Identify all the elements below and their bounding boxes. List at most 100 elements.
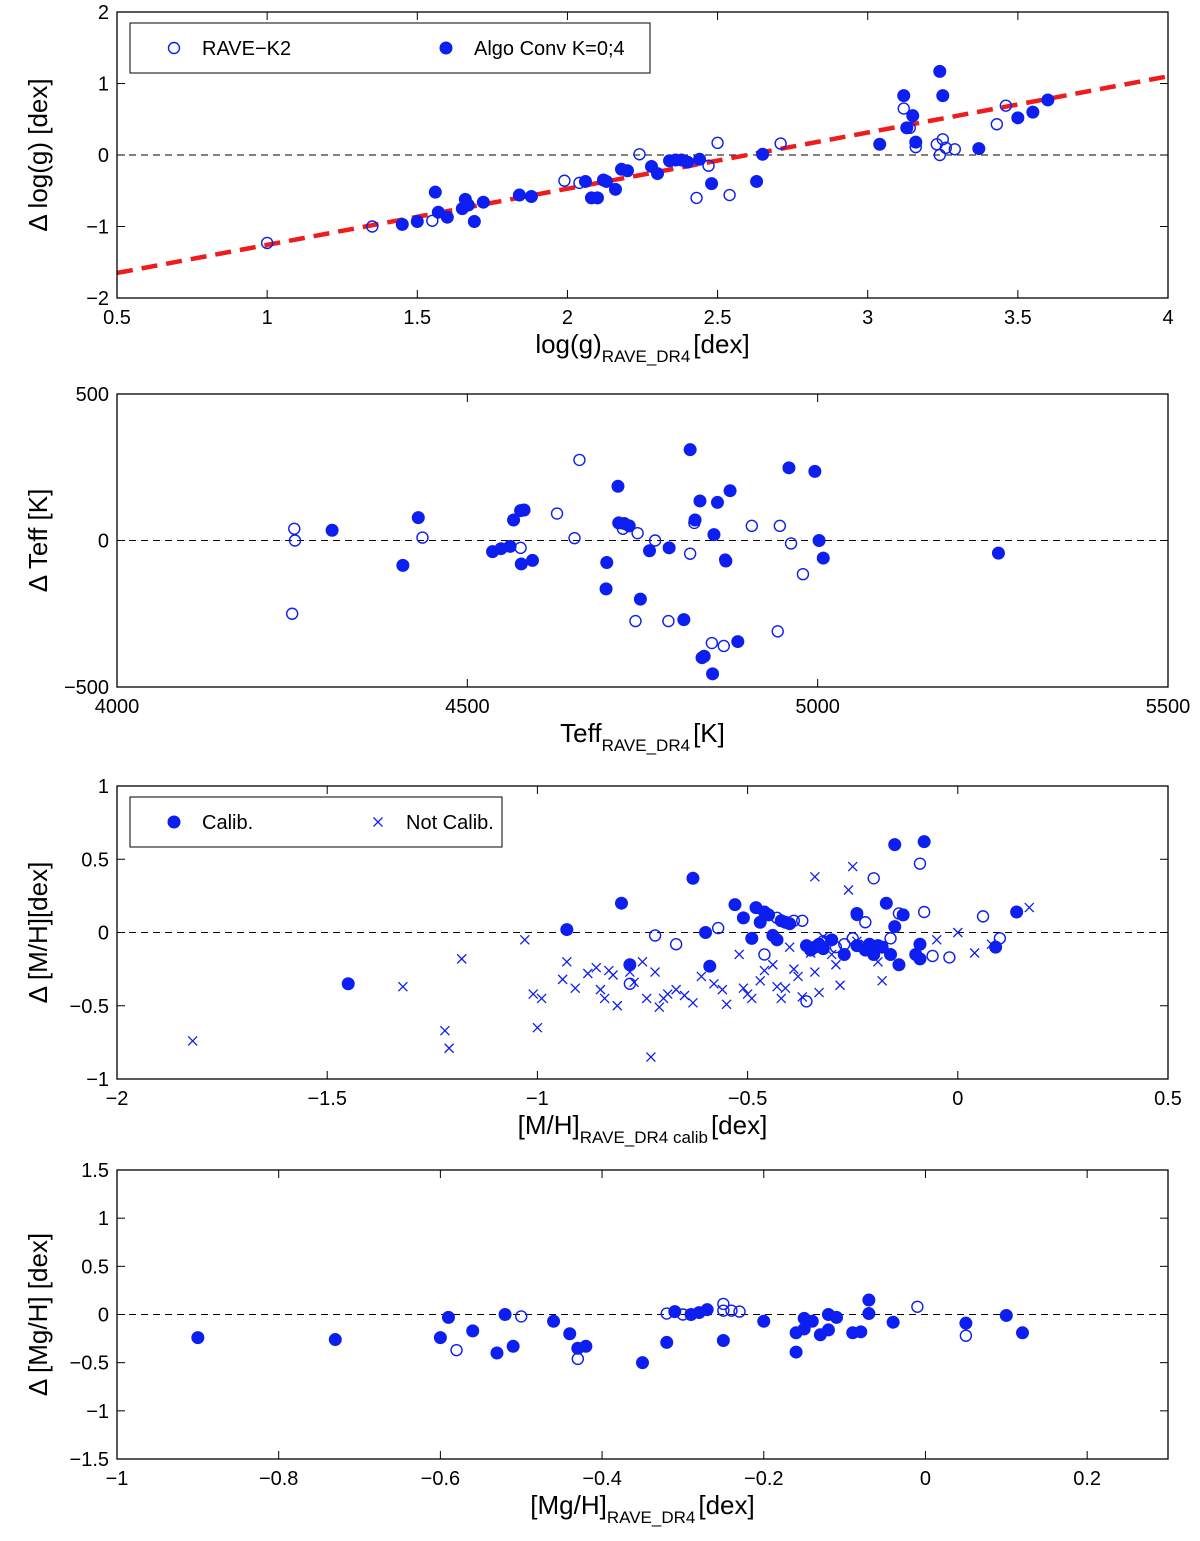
y-tick-label: 1 — [98, 776, 109, 798]
data-point-filled — [440, 210, 454, 224]
data-point-cross — [645, 1052, 656, 1062]
data-point-cross — [809, 871, 820, 882]
data-point-filled — [662, 541, 676, 555]
data-point-cross — [818, 931, 829, 942]
data-point-cross — [570, 983, 581, 994]
data-point-filled — [590, 191, 604, 205]
x-axis-label: [Mg/H]RAVE_DR4 [dex] — [530, 1490, 754, 1527]
data-point-cross — [536, 993, 547, 1004]
data-point-open — [867, 872, 880, 885]
series-filled — [325, 443, 1005, 681]
data-point-open — [745, 519, 759, 533]
data-point-filled — [972, 142, 986, 156]
x-axis-label-unit: [dex] — [711, 1110, 767, 1140]
data-point-open — [683, 547, 697, 560]
data-point-filled — [514, 557, 528, 571]
data-point-cross — [952, 927, 963, 938]
data-point-filled — [191, 1331, 205, 1345]
data-point-filled — [875, 940, 889, 954]
legend-box — [129, 796, 503, 848]
data-point-cross — [721, 999, 732, 1010]
x-tick-label: 3 — [862, 307, 873, 329]
x-axis-label-subscript: RAVE_DR4 — [607, 1508, 696, 1527]
data-point-filled — [892, 958, 906, 972]
data-point-cross — [557, 974, 568, 985]
data-point-open — [884, 932, 897, 945]
data-point-cross — [835, 980, 846, 991]
data-point-filled — [816, 551, 830, 565]
x-axis-label-unit: [dex] — [693, 329, 749, 359]
y-tick-label: 500 — [76, 384, 109, 406]
data-point-cross — [805, 948, 816, 958]
data-point-cross — [439, 1025, 450, 1036]
data-point-open — [817, 935, 830, 948]
data-point-cross — [860, 939, 871, 950]
data-point-cross — [709, 978, 719, 989]
data-point-open — [717, 1297, 730, 1311]
data-point-filled — [600, 555, 614, 569]
data-point-open — [690, 191, 703, 205]
data-point-filled — [677, 613, 691, 627]
data-point-open — [999, 99, 1013, 112]
data-point-open — [787, 914, 801, 927]
y-tick-label: −1.5 — [70, 1449, 109, 1471]
chart-teff: 4000 4500 5000 5500 −500 0 500 Δ Teff [K] TeffRA… — [23, 384, 1190, 755]
x-axis-label-subscript: RAVE_DR4 — [602, 347, 691, 366]
data-point-open — [959, 1329, 973, 1342]
data-point-open — [623, 977, 637, 990]
data-point-cross — [532, 1022, 543, 1033]
x-axis-label-unit: [dex] — [698, 1490, 754, 1520]
x-tick-label: 5500 — [1146, 696, 1191, 718]
fit-line — [117, 74, 1168, 276]
data-point-cross — [671, 984, 682, 995]
x-tick-label: −1 — [526, 1088, 549, 1110]
data-point-cross — [847, 861, 858, 872]
y-tick-label: 0 — [98, 145, 109, 167]
data-point-open — [911, 1300, 924, 1313]
data-point-filled — [830, 1310, 844, 1324]
data-point-filled — [668, 1305, 682, 1319]
data-point-cross — [746, 993, 757, 1004]
data-point-open — [917, 905, 931, 919]
x-tick-label: −2 — [106, 1088, 129, 1110]
data-point-cross — [872, 956, 883, 967]
data-point-cross — [717, 984, 728, 995]
data-point-cross — [456, 953, 467, 964]
data-point-filled — [1011, 111, 1025, 125]
data-point-filled — [467, 214, 481, 228]
y-tick-label: −1 — [86, 1401, 109, 1423]
data-point-filled — [989, 940, 1003, 954]
data-point-open — [838, 938, 851, 951]
data-point-filled — [490, 1346, 504, 1360]
data-point-open — [717, 1304, 730, 1317]
data-point-cross — [814, 987, 825, 998]
x-tick-label: 4000 — [95, 696, 140, 718]
data-point-open — [558, 174, 571, 187]
x-tick-label: 0 — [920, 1468, 931, 1490]
data-point-filled — [703, 959, 717, 973]
data-point-open — [568, 531, 581, 545]
data-point-cross — [755, 975, 766, 986]
data-point-filled — [693, 152, 707, 166]
data-point-filled — [959, 1316, 973, 1330]
data-point-filled — [503, 539, 517, 553]
data-point-filled — [563, 1327, 577, 1341]
data-point-filled — [1041, 93, 1055, 107]
data-point-open — [771, 625, 784, 638]
data-point-open — [288, 534, 302, 547]
data-point-filled — [884, 947, 898, 961]
data-point-open — [648, 929, 662, 942]
data-point-cross — [822, 934, 833, 945]
data-point-filled — [524, 189, 538, 203]
data-point-filled — [461, 198, 475, 212]
y-tick-label: 1.5 — [81, 1160, 109, 1182]
x-tick-label: −0.4 — [582, 1468, 621, 1490]
data-point-filled — [441, 1310, 455, 1324]
data-point-filled — [410, 214, 424, 228]
data-point-filled — [686, 871, 700, 885]
data-point-cross — [582, 968, 593, 979]
y-tick-label: −2 — [86, 288, 109, 310]
legend-marker-filled — [439, 41, 453, 55]
chart-logg: 0.5 1 1.5 2 2.5 3 3.5 4 −2 −1 0 1 2 Δ log(g) [dex] log… — [23, 2, 1174, 366]
data-point-open — [897, 102, 910, 115]
